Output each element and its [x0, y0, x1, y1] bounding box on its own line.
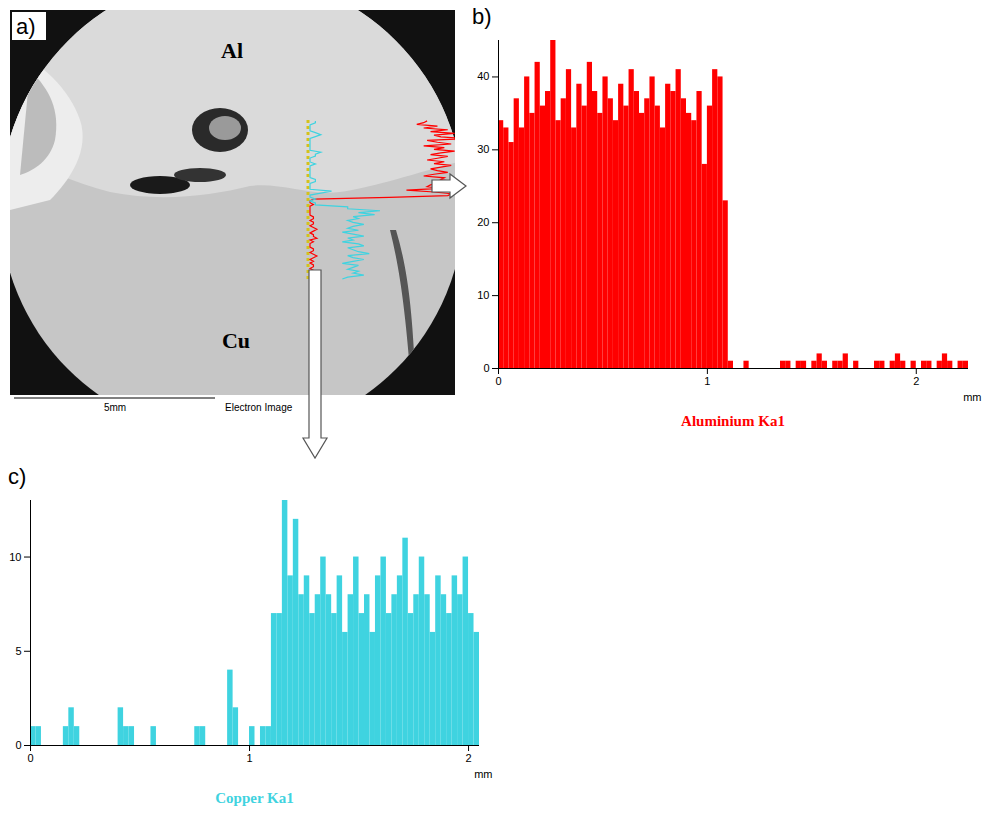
- svg-text:mm: mm: [474, 768, 492, 780]
- svg-text:20: 20: [477, 216, 489, 228]
- svg-text:Al: Al: [221, 38, 243, 63]
- svg-text:5: 5: [15, 645, 21, 657]
- svg-text:0: 0: [15, 739, 21, 751]
- svg-text:0: 0: [495, 375, 501, 387]
- svg-text:30: 30: [477, 143, 489, 155]
- svg-text:mm: mm: [963, 391, 981, 403]
- svg-text:Cu: Cu: [222, 328, 250, 353]
- svg-text:10: 10: [477, 289, 489, 301]
- svg-text:2: 2: [913, 375, 919, 387]
- svg-text:5mm: 5mm: [104, 402, 126, 413]
- svg-text:40: 40: [477, 70, 489, 82]
- html-text:b): b): [472, 4, 492, 29]
- svg-text:0: 0: [27, 752, 33, 764]
- svg-text:1: 1: [704, 375, 710, 387]
- svg-text:Electron Image: Electron Image: [225, 402, 293, 413]
- svg-text:10: 10: [9, 551, 21, 563]
- svg-text:a): a): [16, 14, 36, 39]
- html-text:Copper Ka1: Copper Ka1: [215, 790, 294, 806]
- html-text:Aluminium Ka1: Aluminium Ka1: [681, 413, 785, 429]
- html-text:c): c): [8, 464, 27, 489]
- svg-text:0: 0: [483, 362, 489, 374]
- svg-text:1: 1: [246, 752, 252, 764]
- svg-text:2: 2: [465, 752, 471, 764]
